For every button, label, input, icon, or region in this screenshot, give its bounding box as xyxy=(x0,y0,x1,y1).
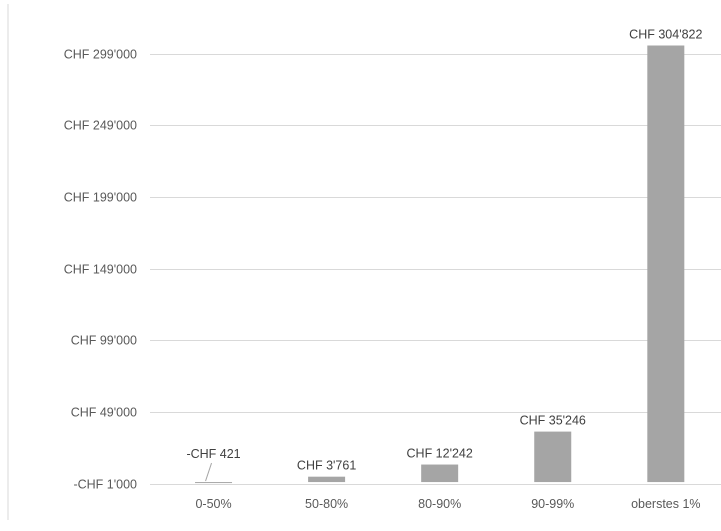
data-label: -CHF 421 xyxy=(186,447,240,461)
x-category-label: 80-90% xyxy=(418,497,461,511)
y-tick-label: CHF 99'000 xyxy=(71,334,137,348)
data-label: CHF 12'242 xyxy=(407,447,473,461)
y-tick-label: CHF 199'000 xyxy=(64,191,137,205)
bars xyxy=(195,45,685,484)
bar xyxy=(308,476,346,483)
data-labels: -CHF 421 CHF 3'761 CHF 12'242 CHF 35'246 CHF… xyxy=(186,28,702,482)
bar xyxy=(534,431,572,483)
gridlines xyxy=(150,54,721,485)
data-label-leader-line xyxy=(205,462,213,482)
y-tick-label: CHF 249'000 xyxy=(64,119,137,133)
x-category-label: 0-50% xyxy=(195,497,231,511)
bar xyxy=(647,45,685,483)
data-label: CHF 35'246 xyxy=(520,414,586,428)
x-category-label: 90-99% xyxy=(531,497,574,511)
y-tick-label: CHF 149'000 xyxy=(64,263,137,277)
data-label: CHF 3'761 xyxy=(297,459,356,473)
y-tick-label: -CHF 1'000 xyxy=(73,478,137,492)
data-label: CHF 304'822 xyxy=(629,28,702,42)
x-axis-category-labels: 0-50% 50-80% 80-90% 90-99% oberstes 1% xyxy=(195,497,700,511)
y-tick-label: CHF 299'000 xyxy=(64,48,137,62)
x-category-label: oberstes 1% xyxy=(631,497,700,511)
y-axis-tick-labels: -CHF 1'000 CHF 49'000 CHF 99'000 CHF 149'00… xyxy=(64,48,137,492)
y-tick-label: CHF 49'000 xyxy=(71,406,137,420)
x-category-label: 50-80% xyxy=(305,497,348,511)
bar xyxy=(421,464,459,483)
bar xyxy=(195,482,233,484)
